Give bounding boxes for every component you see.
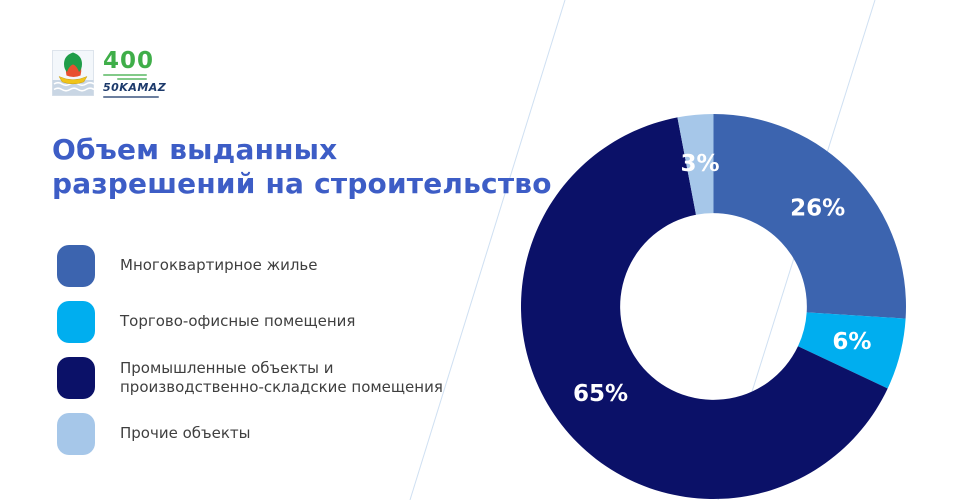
- donut-data-label-0: 26%: [790, 196, 845, 222]
- donut-data-label-2: 65%: [573, 381, 628, 407]
- legend-swatch-icon: [57, 413, 95, 455]
- donut-slice-2: [521, 117, 888, 500]
- page-title-line2: разрешений на строительство: [52, 167, 552, 200]
- micro-text-decoration: [103, 96, 159, 98]
- legend-item-other: Прочие объекты: [57, 413, 460, 455]
- micro-text-decoration: [103, 74, 147, 76]
- legend-item-industrial: Промышленные объекты и производственно-с…: [57, 357, 460, 399]
- donut-data-label-1: 6%: [832, 329, 871, 355]
- legend-item-label: Многоквартирное жилье: [120, 256, 318, 275]
- donut-chart: 26% 6% 65% 3%: [521, 114, 906, 500]
- anniversary-400-kamaz-logo: 400 50KAMAZ: [103, 48, 167, 98]
- coat-sail-green-tulip-icon: [64, 52, 82, 72]
- legend-item-label: Торгово-офисные помещения: [120, 312, 356, 331]
- anniversary-400-number: 400: [103, 48, 155, 74]
- legend-item-label: Прочие объекты: [120, 424, 251, 443]
- legend-swatch-icon: [57, 357, 95, 399]
- donut-chart-svg: 26% 6% 65% 3%: [521, 114, 906, 500]
- donut-slice-0: [713, 114, 906, 319]
- donut-slice-3: [677, 114, 714, 215]
- donut-data-label-3: 3%: [680, 151, 719, 177]
- coat-wave-icon: [53, 87, 94, 92]
- kamaz-50-logo-text: 50KAMAZ: [103, 81, 167, 94]
- legend-item-retail-office: Торгово-офисные помещения: [57, 301, 460, 343]
- page-title: Объем выданных разрешений на строительст…: [52, 133, 552, 201]
- city-coat-of-arms-logo: [52, 50, 94, 96]
- legend-item-label: Промышленные объекты и производственно-с…: [120, 358, 443, 397]
- legend-swatch-icon: [57, 245, 95, 287]
- coat-boat-hull-icon: [58, 75, 88, 85]
- chart-legend: Многоквартирное жилье Торгово-офисные по…: [57, 245, 460, 469]
- donut-slice-1: [797, 312, 906, 389]
- decor-line-left: [409, 0, 566, 500]
- legend-item-apartments: Многоквартирное жилье: [57, 245, 460, 287]
- micro-text-decoration: [117, 78, 147, 80]
- legend-swatch-icon: [57, 301, 95, 343]
- header-logos: 400 50KAMAZ: [52, 48, 167, 98]
- page-title-line1: Объем выданных: [52, 133, 338, 166]
